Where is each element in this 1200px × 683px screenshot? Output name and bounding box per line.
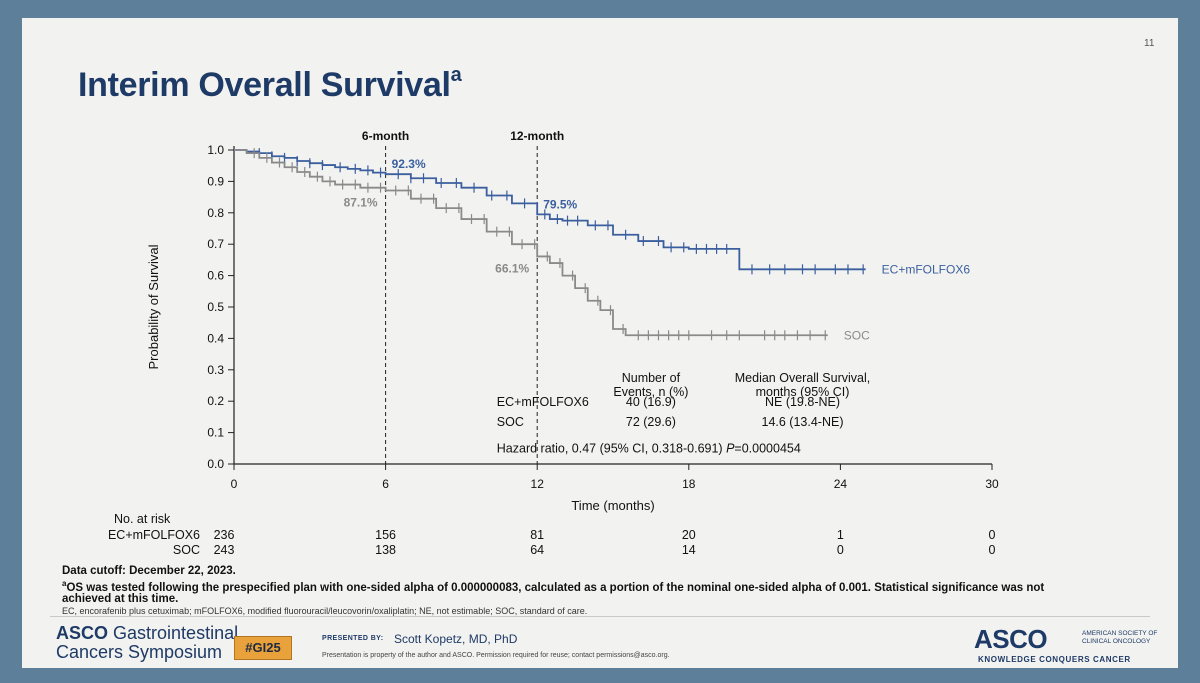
risk-table-value: 243 <box>214 543 235 557</box>
slide-title: Interim Overall Survivala <box>78 64 462 105</box>
y-tick-label: 0.2 <box>207 394 224 408</box>
asco-gi-logo-asco: ASCO <box>56 623 109 643</box>
permission-note: Presentation is property of the author a… <box>322 652 670 659</box>
y-tick-label: 1.0 <box>207 143 224 157</box>
title-superscript: a <box>450 64 462 86</box>
stats-header: Median Overall Survival, <box>735 371 870 385</box>
x-tick-label: 6 <box>382 477 389 491</box>
km-chart: 0.0 0.1 0.2 0.3 0.4 0.5 0.6 0.7 0.8 0.9 1.0 0 6 12 18 2… <box>108 129 999 557</box>
asco-gi-logo: ASCO Gastrointestinal Cancers Symposium <box>56 624 238 662</box>
risk-table-value: 236 <box>214 528 235 542</box>
y-tick-label: 0.3 <box>207 363 224 377</box>
reference-line-label: 6-month <box>362 129 409 143</box>
stats-row-median: NE (19.8-NE) <box>765 395 840 409</box>
risk-table-value: 138 <box>375 543 396 557</box>
presented-by-label: PRESENTED BY: <box>322 635 384 642</box>
asco-subtitle-line1: AMERICAN SOCIETY OF <box>1082 630 1158 637</box>
risk-table-value: 0 <box>989 543 996 557</box>
hazard-ratio-text: Hazard ratio, 0.47 (95% CI, 0.318-0.691) <box>497 441 726 455</box>
asco-gi-logo-line1: Gastrointestinal <box>113 623 239 643</box>
risk-table-value: 1 <box>837 528 844 542</box>
stats-row-label: EC+mFOLFOX6 <box>497 395 589 409</box>
slide: 11 Interim Overall Survivala 0.0 0.1 0.2 0.… <box>22 18 1178 668</box>
risk-table-value: 64 <box>530 543 544 557</box>
hazard-ratio: Hazard ratio, 0.47 (95% CI, 0.318-0.691)… <box>497 441 801 455</box>
x-tick-label: 30 <box>985 477 999 491</box>
x-tick-label: 18 <box>682 477 696 491</box>
x-tick-label: 0 <box>231 477 238 491</box>
abbreviations: EC, encorafenib plus cetuximab; mFOLFOX6… <box>62 606 588 616</box>
y-tick-label: 0.5 <box>207 300 224 314</box>
risk-table-value: 0 <box>837 543 844 557</box>
stats-row-label: SOC <box>497 415 524 429</box>
stats-header: Events, n (%) <box>613 385 688 399</box>
asco-subtitle-line2: CLINICAL ONCOLOGY <box>1082 638 1151 645</box>
risk-table-value: 156 <box>375 528 396 542</box>
risk-table-row-label: SOC <box>173 543 200 557</box>
y-tick-label: 0.0 <box>207 457 224 471</box>
series-end-label: EC+mFOLFOX6 <box>882 262 971 276</box>
y-tick-label: 0.1 <box>207 426 224 440</box>
risk-table-value: 20 <box>682 528 696 542</box>
km-curve-soc <box>234 149 828 337</box>
risk-table-value: 14 <box>682 543 696 557</box>
asco-gi-logo-line2: Cancers Symposium <box>56 642 223 662</box>
series-end-label: SOC <box>844 328 870 342</box>
stats-header: Number of <box>622 371 681 385</box>
y-tick-label: 0.8 <box>207 206 224 220</box>
asco-tagline: KNOWLEDGE CONQUERS CANCER <box>978 655 1131 664</box>
risk-table-row-label: EC+mFOLFOX6 <box>108 528 200 542</box>
landmark-label: 92.3% <box>392 157 426 171</box>
footnote-line-1: OS was tested following the prespecified… <box>66 581 1045 594</box>
hazard-ratio-p-label: P <box>726 441 735 455</box>
y-tick-label: 0.9 <box>207 174 224 188</box>
stats-row-events: 72 (29.6) <box>626 415 676 429</box>
footer-divider <box>50 616 1150 617</box>
presenter-name: Scott Kopetz, MD, PhD <box>394 632 518 646</box>
landmark-label: 87.1% <box>344 196 378 210</box>
landmark-label: 66.1% <box>495 261 529 275</box>
risk-table-value: 81 <box>530 528 544 542</box>
y-tick-label: 0.4 <box>207 331 224 345</box>
stats-header: months (95% CI) <box>756 385 850 399</box>
hazard-ratio-p-value: =0.0000454 <box>734 441 800 455</box>
footnote-marker: a <box>62 579 67 588</box>
landmark-label: 79.5% <box>543 197 577 211</box>
asco-logo-text: ASCO <box>974 624 1048 654</box>
reference-line-label: 12-month <box>510 129 564 143</box>
x-tick-label: 12 <box>531 477 545 491</box>
y-tick-label: 0.6 <box>207 269 224 283</box>
y-tick-label: 0.7 <box>207 237 224 251</box>
stats-row-median: 14.6 (13.4-NE) <box>762 415 844 429</box>
data-cutoff: Data cutoff: December 22, 2023. <box>62 565 236 577</box>
footnote-line-2: achieved at this time. <box>62 593 179 605</box>
asco-logo: ASCO <box>974 624 1048 655</box>
risk-table-value: 0 <box>989 528 996 542</box>
hashtag-badge: #GI25 <box>234 636 292 660</box>
x-tick-label: 24 <box>834 477 848 491</box>
y-axis-label: Probability of Survival <box>146 244 161 369</box>
x-axis-label: Time (months) <box>571 498 654 513</box>
risk-table-title: No. at risk <box>114 512 171 526</box>
stats-row-events: 40 (16.9) <box>626 395 676 409</box>
footnote-a: aOS was tested following the prespecifie… <box>62 579 1044 594</box>
slide-title-text: Interim Overall Survival <box>78 66 451 104</box>
slide-number: 11 <box>1144 38 1155 49</box>
asco-subtitle: AMERICAN SOCIETY OF CLINICAL ONCOLOGY <box>1082 630 1157 646</box>
